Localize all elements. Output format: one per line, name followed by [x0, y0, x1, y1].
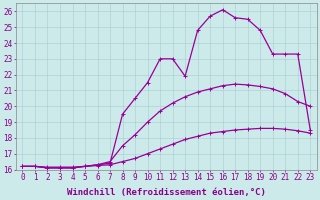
X-axis label: Windchill (Refroidissement éolien,°C): Windchill (Refroidissement éolien,°C) [67, 188, 266, 197]
